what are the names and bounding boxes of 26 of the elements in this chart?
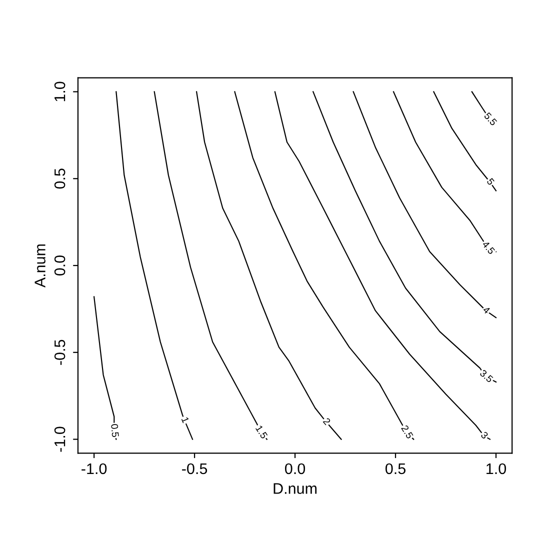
line-series: [433, 91, 497, 192]
x-tick-label: -1.0: [82, 463, 107, 474]
series-label: 4: [482, 306, 491, 314]
x-tick-label: -0.5: [182, 463, 208, 474]
series-label: 1.5: [255, 425, 268, 440]
x-axis-title: D.num: [274, 483, 317, 494]
series-label: 2: [322, 417, 331, 426]
y-axis-title: A.num: [34, 244, 46, 288]
x-tick-label: 0.0: [285, 463, 306, 474]
series-label: 5: [486, 178, 495, 186]
series-label: 5.5: [484, 112, 498, 126]
y-tick-label: 1.0: [54, 82, 66, 102]
y-tick-label: -0.5: [54, 340, 66, 365]
series-label: 2.5: [401, 424, 414, 440]
series-label: 0.5: [110, 424, 119, 438]
y-tick-label: 0.5: [54, 168, 66, 189]
x-tick-label: 0.5: [385, 463, 406, 474]
series-label: 1: [181, 416, 190, 424]
line-series: [196, 91, 342, 440]
line-series: [352, 91, 497, 318]
series-label: 4.5: [482, 240, 496, 255]
y-tick-label: -1.0: [54, 426, 66, 452]
y-tick-label: 0.0: [54, 255, 66, 276]
series-label: 3.5: [479, 369, 494, 383]
x-tick-label: 1.0: [486, 463, 506, 474]
series-label: 3: [480, 431, 489, 440]
